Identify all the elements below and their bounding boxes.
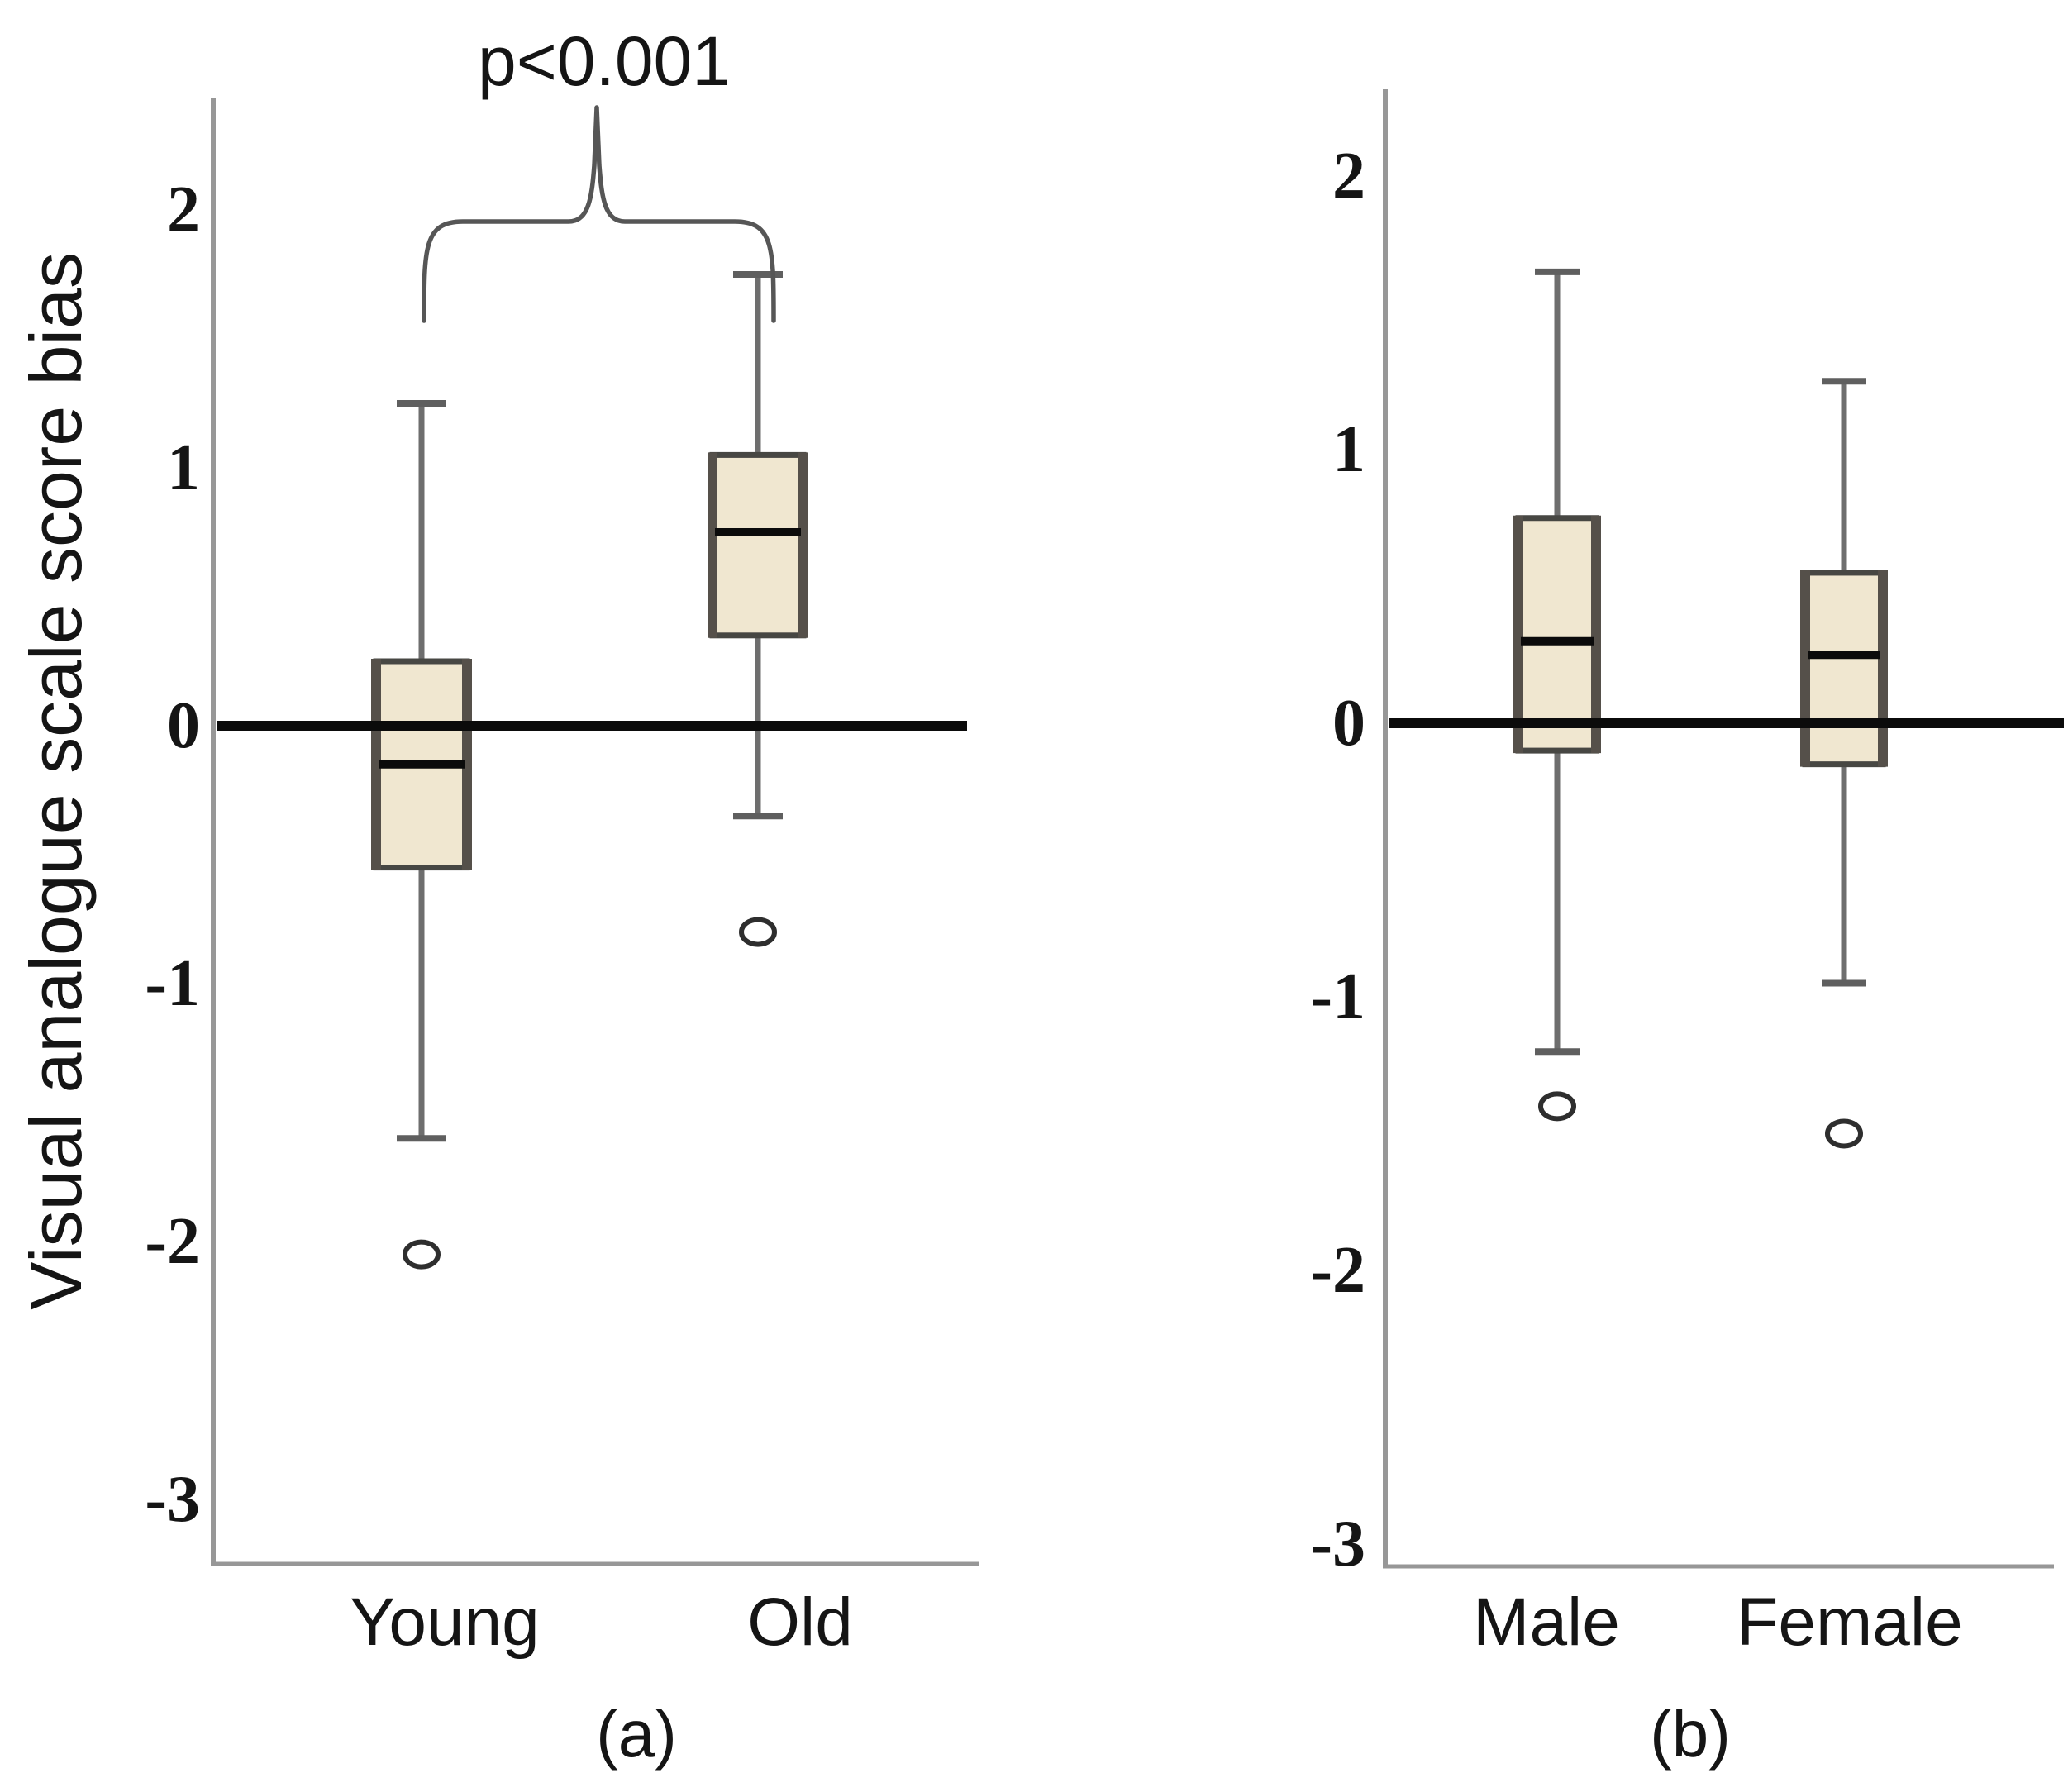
old-outlier-point bbox=[739, 917, 777, 947]
y-axis-label: Visual analogue scale score bias bbox=[15, 251, 97, 1311]
panel-b-ytick-label: -1 bbox=[1310, 960, 1365, 1033]
panel-a-ytick-label: -3 bbox=[145, 1463, 200, 1536]
old-box bbox=[709, 451, 807, 639]
significance-brace bbox=[422, 105, 776, 323]
category-label-male: Male bbox=[1473, 1585, 1620, 1660]
panel-a-ytick-label: 1 bbox=[167, 431, 200, 504]
panel-b-ytick-label: 2 bbox=[1332, 140, 1365, 212]
panel-a-ytick-label: -2 bbox=[145, 1205, 200, 1278]
male-outlier-point bbox=[1538, 1091, 1576, 1122]
young-outlier-point bbox=[403, 1239, 441, 1270]
category-label-old: Old bbox=[747, 1585, 853, 1660]
significance-annotation: p<0.001 bbox=[478, 22, 731, 100]
panel-a-ytick-label: 0 bbox=[167, 689, 200, 762]
category-label-young: Young bbox=[350, 1585, 540, 1660]
male-box bbox=[1515, 515, 1599, 754]
panel-a-caption: (a) bbox=[596, 1697, 677, 1771]
panel-a-ytick-label: -1 bbox=[145, 947, 200, 1020]
category-label-female: Female bbox=[1737, 1585, 1963, 1660]
female-box bbox=[1802, 570, 1886, 768]
panel-b-ytick-label: -3 bbox=[1310, 1508, 1365, 1580]
panel-b-ytick-label: -2 bbox=[1310, 1234, 1365, 1307]
panel-b-ytick-label: 1 bbox=[1332, 413, 1365, 486]
panel-a-ytick-label: 2 bbox=[167, 174, 200, 246]
panel-b-ytick-label: 0 bbox=[1332, 687, 1365, 760]
panel-b-caption: (b) bbox=[1650, 1697, 1731, 1771]
female-outlier-point bbox=[1825, 1118, 1863, 1149]
